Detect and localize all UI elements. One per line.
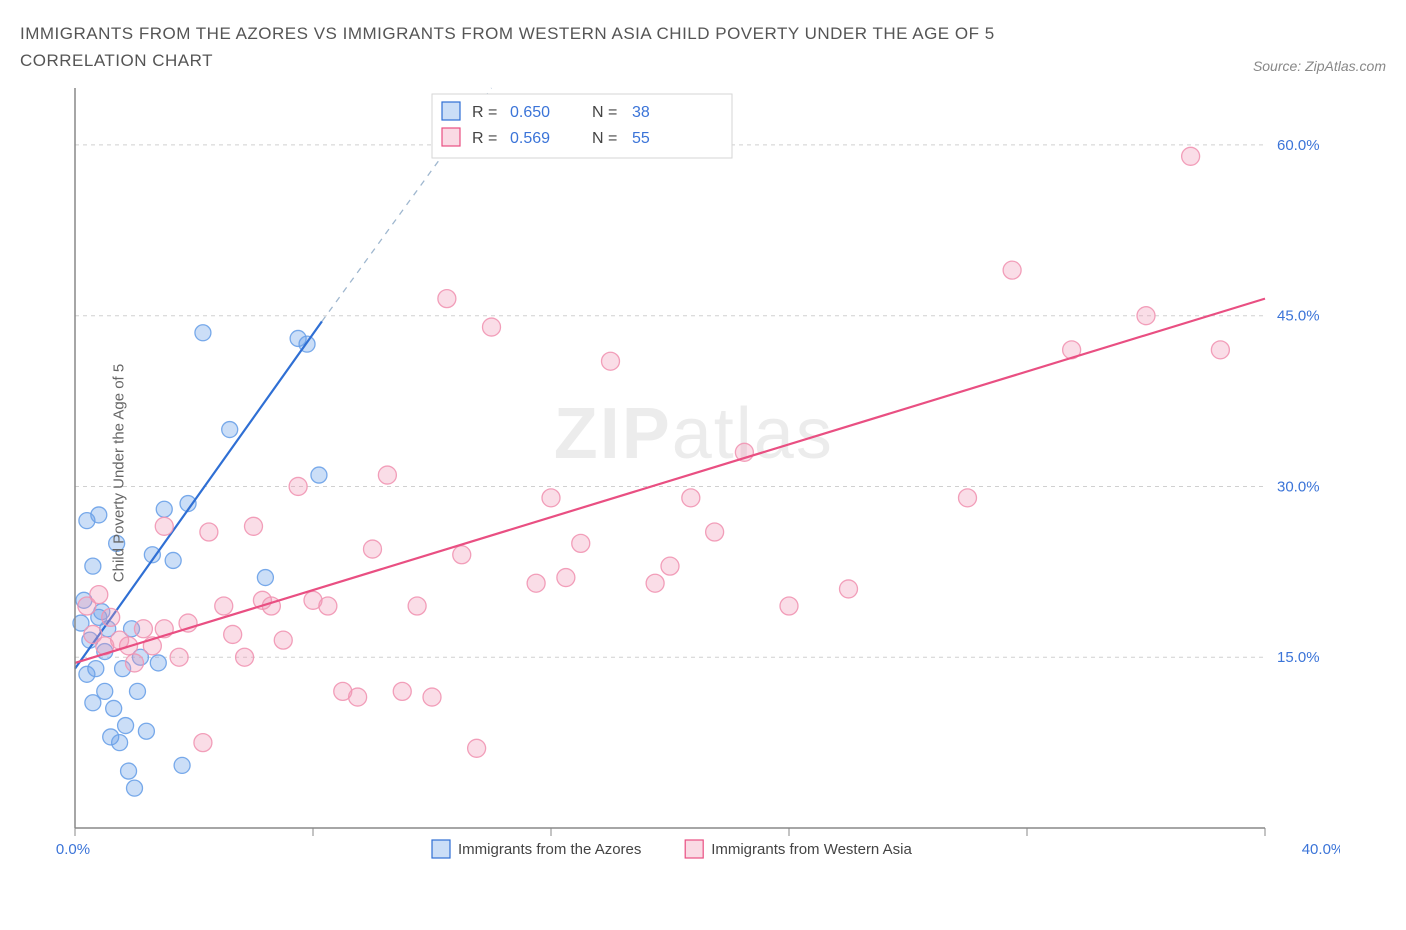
- source-credit: Source: ZipAtlas.com: [1253, 58, 1386, 74]
- data-point: [257, 570, 273, 586]
- legend-swatch: [432, 840, 450, 858]
- y-axis-label: Child Poverty Under the Age of 5: [111, 364, 128, 582]
- data-point: [378, 466, 396, 484]
- data-point: [542, 489, 560, 507]
- data-point: [319, 597, 337, 615]
- data-point: [602, 353, 620, 371]
- data-point: [1211, 341, 1229, 359]
- stats-n-label: N =: [592, 104, 617, 121]
- chart-title: IMMIGRANTS FROM THE AZORES VS IMMIGRANTS…: [20, 20, 1120, 74]
- data-point: [661, 558, 679, 576]
- data-point: [1137, 307, 1155, 325]
- data-point: [408, 597, 426, 615]
- stats-r-label: R =: [472, 104, 497, 121]
- data-point: [423, 688, 441, 706]
- data-point: [224, 626, 242, 644]
- data-point: [156, 502, 172, 518]
- data-point: [121, 763, 137, 779]
- data-point: [349, 688, 367, 706]
- data-point: [97, 684, 113, 700]
- data-point: [1003, 262, 1021, 280]
- source-prefix: Source:: [1253, 58, 1305, 74]
- y-tick-label: 30.0%: [1277, 479, 1320, 496]
- data-point: [91, 507, 107, 523]
- data-point: [194, 734, 212, 752]
- y-tick-label: 60.0%: [1277, 137, 1320, 154]
- data-point: [165, 553, 181, 569]
- data-point: [236, 649, 254, 667]
- data-point: [393, 683, 411, 701]
- data-point: [138, 724, 154, 740]
- data-point: [572, 535, 590, 553]
- chart-container: Child Poverty Under the Age of 5 15.0% 30…: [20, 78, 1386, 868]
- data-point: [959, 489, 977, 507]
- y-tick-label: 45.0%: [1277, 308, 1320, 325]
- data-point: [262, 597, 280, 615]
- data-point: [468, 740, 486, 758]
- data-point: [79, 667, 95, 683]
- stats-n-value: 38: [632, 104, 650, 121]
- data-point: [557, 569, 575, 587]
- data-point: [1182, 148, 1200, 166]
- y-tick-label: 15.0%: [1277, 650, 1320, 667]
- stats-n-value: 55: [632, 130, 650, 147]
- stats-r-value: 0.569: [510, 130, 550, 147]
- data-point: [127, 781, 143, 797]
- watermark: ZIPatlas: [554, 394, 834, 474]
- data-point: [195, 325, 211, 341]
- data-point: [438, 290, 456, 308]
- data-point: [102, 609, 120, 627]
- data-point: [364, 540, 382, 558]
- stats-n-label: N =: [592, 130, 617, 147]
- data-point: [129, 684, 145, 700]
- data-point: [483, 318, 501, 336]
- data-point: [200, 523, 218, 541]
- data-point: [527, 575, 545, 593]
- legend-swatch: [685, 840, 703, 858]
- data-point: [118, 718, 134, 734]
- data-point: [215, 597, 233, 615]
- trend-line: [75, 299, 1265, 663]
- data-point: [106, 701, 122, 717]
- source-name: ZipAtlas.com: [1305, 58, 1386, 74]
- data-point: [245, 518, 263, 536]
- data-point: [134, 620, 152, 638]
- data-point: [706, 523, 724, 541]
- stats-r-value: 0.650: [510, 104, 550, 121]
- stats-swatch: [442, 102, 460, 120]
- data-point: [646, 575, 664, 593]
- x-tick-label: 0.0%: [56, 841, 90, 858]
- data-point: [682, 489, 700, 507]
- data-point: [85, 559, 101, 575]
- stats-swatch: [442, 128, 460, 146]
- data-point: [112, 735, 128, 751]
- scatter-chart: 15.0% 30.0% 45.0% 60.0% ZIPatlas 0.0% 40.0% Imm…: [20, 78, 1340, 868]
- stats-r-label: R =: [472, 130, 497, 147]
- data-point: [126, 654, 144, 672]
- data-point: [311, 467, 327, 483]
- legend-label: Immigrants from the Azores: [458, 841, 641, 858]
- data-point: [289, 478, 307, 496]
- data-point: [174, 758, 190, 774]
- data-point: [170, 649, 188, 667]
- x-tick-label: 40.0%: [1302, 841, 1340, 858]
- data-point: [222, 422, 238, 438]
- data-point: [274, 632, 292, 650]
- data-point: [840, 580, 858, 598]
- header: IMMIGRANTS FROM THE AZORES VS IMMIGRANTS…: [20, 20, 1386, 74]
- data-point: [780, 597, 798, 615]
- data-point: [155, 518, 173, 536]
- data-point: [453, 546, 471, 564]
- legend-label: Immigrants from Western Asia: [711, 841, 912, 858]
- data-point: [150, 655, 166, 671]
- data-point: [90, 586, 108, 604]
